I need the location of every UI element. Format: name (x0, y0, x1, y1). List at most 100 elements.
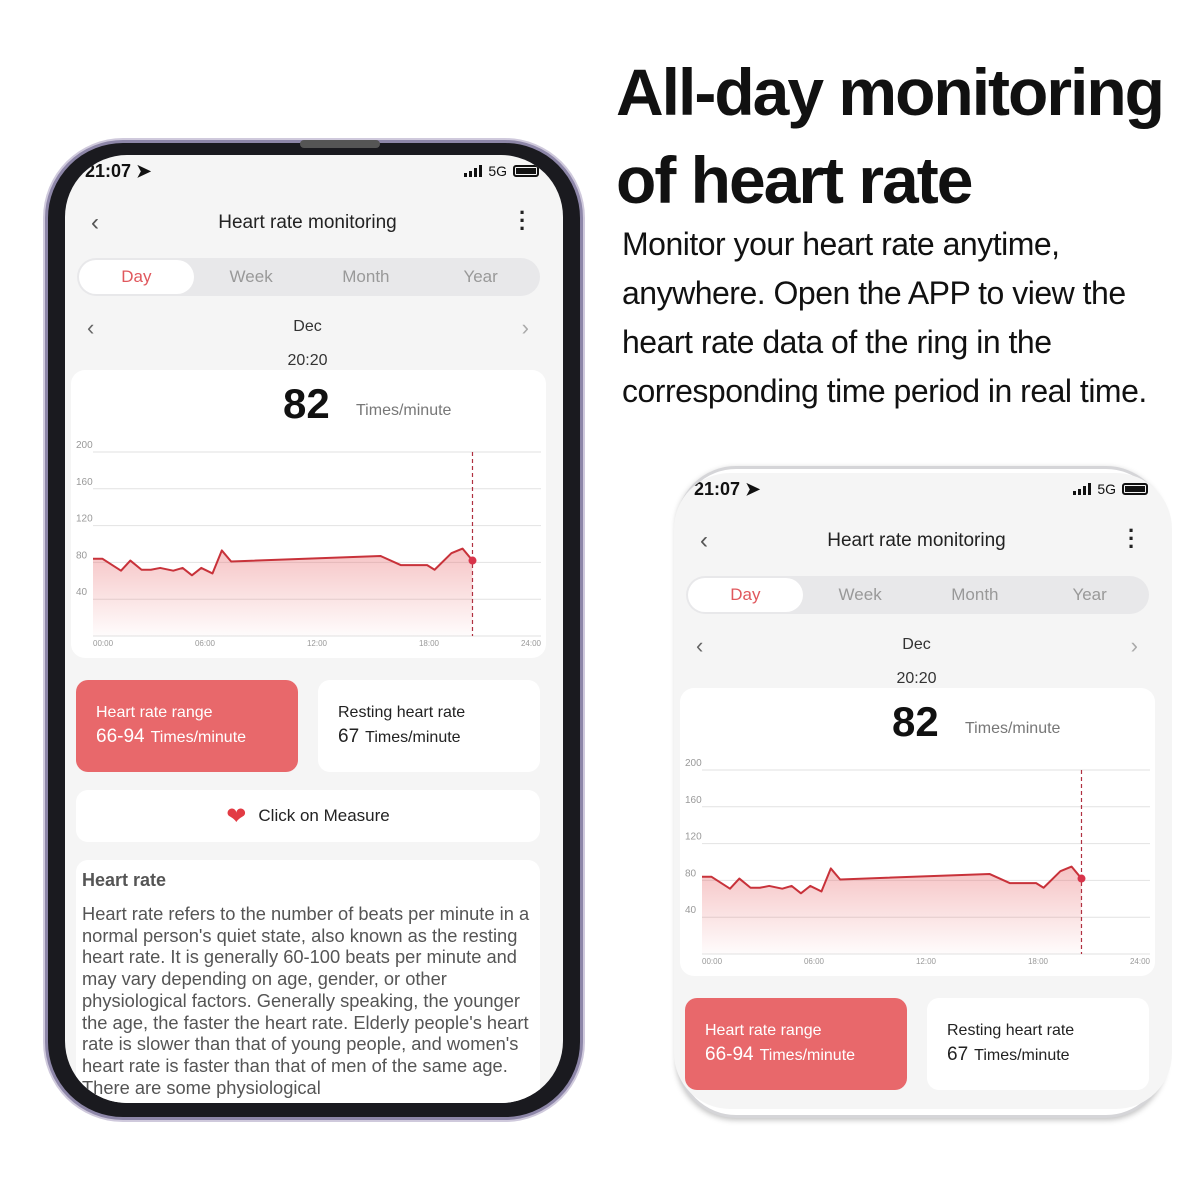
period-label: Dec (902, 636, 931, 653)
chart-card: 82 Times/minute 200 160 120 80 40 00:00 06:00 1… (680, 688, 1155, 976)
next-period-button[interactable]: › (1130, 633, 1138, 658)
info-title: Heart rate (82, 870, 167, 890)
phone-screen: 21:07 ➤ 5G ‹ Heart rate monitoring · · · D… (65, 155, 563, 1103)
tab-day[interactable]: Day (688, 578, 803, 612)
headline: All-day monitoring of heart rate (616, 48, 1196, 224)
y-tick-label: 80 (76, 550, 88, 561)
selected-time: 20:20 (896, 670, 937, 687)
resting-value: 67 (947, 1044, 969, 1065)
phone-small: 21:07 ➤ 5G ‹ Heart rate monitoring · · · D… (674, 466, 1172, 1118)
tab-week[interactable]: Week (838, 585, 882, 604)
tab-day[interactable]: Day (79, 260, 194, 294)
heart-rate-chart[interactable]: 200 160 120 80 40 00:00 06:00 12:00 18:00 24:00 (680, 748, 1155, 976)
chart-area-fill (702, 866, 1082, 954)
range-value: 66-94 (96, 726, 145, 747)
headline-line-1: All-day monitoring (616, 55, 1165, 129)
next-period-button[interactable]: › (521, 315, 529, 340)
clock: 21:07 (85, 161, 132, 181)
status-time: 21:07 ➤ (694, 479, 760, 500)
period-tabs: Day Week Month Year (77, 258, 540, 296)
heart-rate-range-card: Heart rate range 66-94 Times/minute (685, 998, 907, 1090)
current-bpm: 82 (283, 380, 330, 427)
prev-period-button[interactable]: ‹ (87, 315, 95, 340)
y-tick-label: 200 (685, 758, 702, 769)
location-arrow-icon: ➤ (745, 479, 761, 499)
x-tick-label: 12:00 (307, 639, 328, 648)
y-tick-label: 120 (76, 514, 93, 525)
signal-icon (1073, 483, 1092, 495)
signal-icon (464, 165, 483, 177)
description: Monitor your heart rate anytime, anywher… (622, 226, 1147, 409)
x-tick-label: 18:00 (419, 639, 440, 648)
more-vertical-icon[interactable]: · · · (519, 200, 527, 241)
x-tick-label: 12:00 (916, 957, 937, 966)
range-unit: Times/minute (150, 729, 247, 746)
current-bpm-unit: Times/minute (356, 402, 452, 419)
period-tabs: Day Week Month Year (686, 576, 1149, 614)
tab-year[interactable]: Year (463, 267, 498, 286)
resting-unit: Times/minute (974, 1047, 1070, 1064)
page-title: Heart rate monitoring (827, 530, 1006, 551)
more-vertical-icon[interactable]: · · · (1128, 518, 1136, 559)
network-label: 5G (488, 163, 507, 179)
measure-label: Click on Measure (258, 806, 390, 825)
resting-heart-rate-card: Resting heart rate 67 Times/minute (318, 680, 540, 772)
chevron-left-icon[interactable]: ‹ (91, 209, 99, 236)
prev-period-button[interactable]: ‹ (696, 633, 704, 658)
page-title: Heart rate monitoring (218, 212, 397, 233)
battery-icon (513, 165, 539, 177)
y-tick-label: 40 (76, 587, 88, 598)
tab-week[interactable]: Week (229, 267, 273, 286)
range-label: Heart rate range (96, 704, 213, 721)
period-label: Dec (293, 318, 322, 335)
phone-screen: 21:07 ➤ 5G ‹ Heart rate monitoring · · · D… (674, 473, 1172, 1109)
resting-label: Resting heart rate (338, 704, 466, 721)
y-tick-label: 160 (76, 477, 93, 488)
range-unit: Times/minute (759, 1047, 856, 1064)
chart-area-fill (93, 548, 473, 636)
range-value: 66-94 (705, 1044, 754, 1065)
x-tick-label: 00:00 (702, 957, 723, 966)
tab-month[interactable]: Month (342, 267, 390, 286)
y-tick-label: 40 (685, 905, 697, 916)
heart-pulse-icon: ❤ (226, 802, 247, 830)
y-tick-label: 160 (685, 795, 702, 806)
phone-notch (300, 140, 380, 148)
x-tick-label: 18:00 (1028, 957, 1049, 966)
current-bpm: 82 (892, 698, 939, 745)
chevron-left-icon[interactable]: ‹ (700, 527, 708, 554)
cursor-point (468, 556, 477, 565)
y-tick-label: 120 (685, 832, 702, 843)
status-icons: 5G (464, 163, 539, 179)
x-tick-label: 24:00 (521, 639, 542, 648)
resting-value: 67 (338, 726, 360, 747)
x-tick-label: 24:00 (1130, 957, 1151, 966)
resting-unit: Times/minute (365, 729, 461, 746)
info-text: Heart rate refers to the number of beats… (82, 903, 530, 1098)
x-tick-label: 06:00 (804, 957, 825, 966)
heart-rate-range-card: Heart rate range 66-94 Times/minute (76, 680, 298, 772)
x-tick-label: 00:00 (93, 639, 114, 648)
phone-large: 21:07 ➤ 5G ‹ Heart rate monitoring · · · D… (45, 140, 583, 1120)
x-tick-label: 06:00 (195, 639, 216, 648)
measure-button[interactable]: ❤ Click on Measure (76, 790, 540, 842)
status-time: 21:07 ➤ (85, 161, 151, 182)
status-icons: 5G (1073, 481, 1148, 497)
heart-rate-app: 21:07 ➤ 5G ‹ Heart rate monitoring · · · D… (65, 155, 563, 1103)
headline-line-2: of heart rate (616, 143, 973, 217)
range-label: Heart rate range (705, 1022, 822, 1039)
tab-year[interactable]: Year (1072, 585, 1107, 604)
resting-label: Resting heart rate (947, 1022, 1075, 1039)
selected-time: 20:20 (287, 352, 328, 369)
heart-rate-info-card: Heart rate Heart rate refers to the numb… (76, 860, 540, 1103)
clock: 21:07 (694, 479, 741, 499)
chart-card: 82 Times/minute 200 160 120 80 40 00:00 06:00 1… (71, 370, 546, 658)
tab-month[interactable]: Month (951, 585, 999, 604)
heart-rate-chart[interactable]: 200 160 120 80 40 00:00 06:00 12:00 18:00 24:00 (71, 430, 546, 658)
battery-icon (1122, 483, 1148, 495)
location-arrow-icon: ➤ (136, 161, 152, 181)
network-label: 5G (1097, 481, 1116, 497)
cursor-point (1077, 874, 1086, 883)
y-tick-label: 80 (685, 868, 697, 879)
